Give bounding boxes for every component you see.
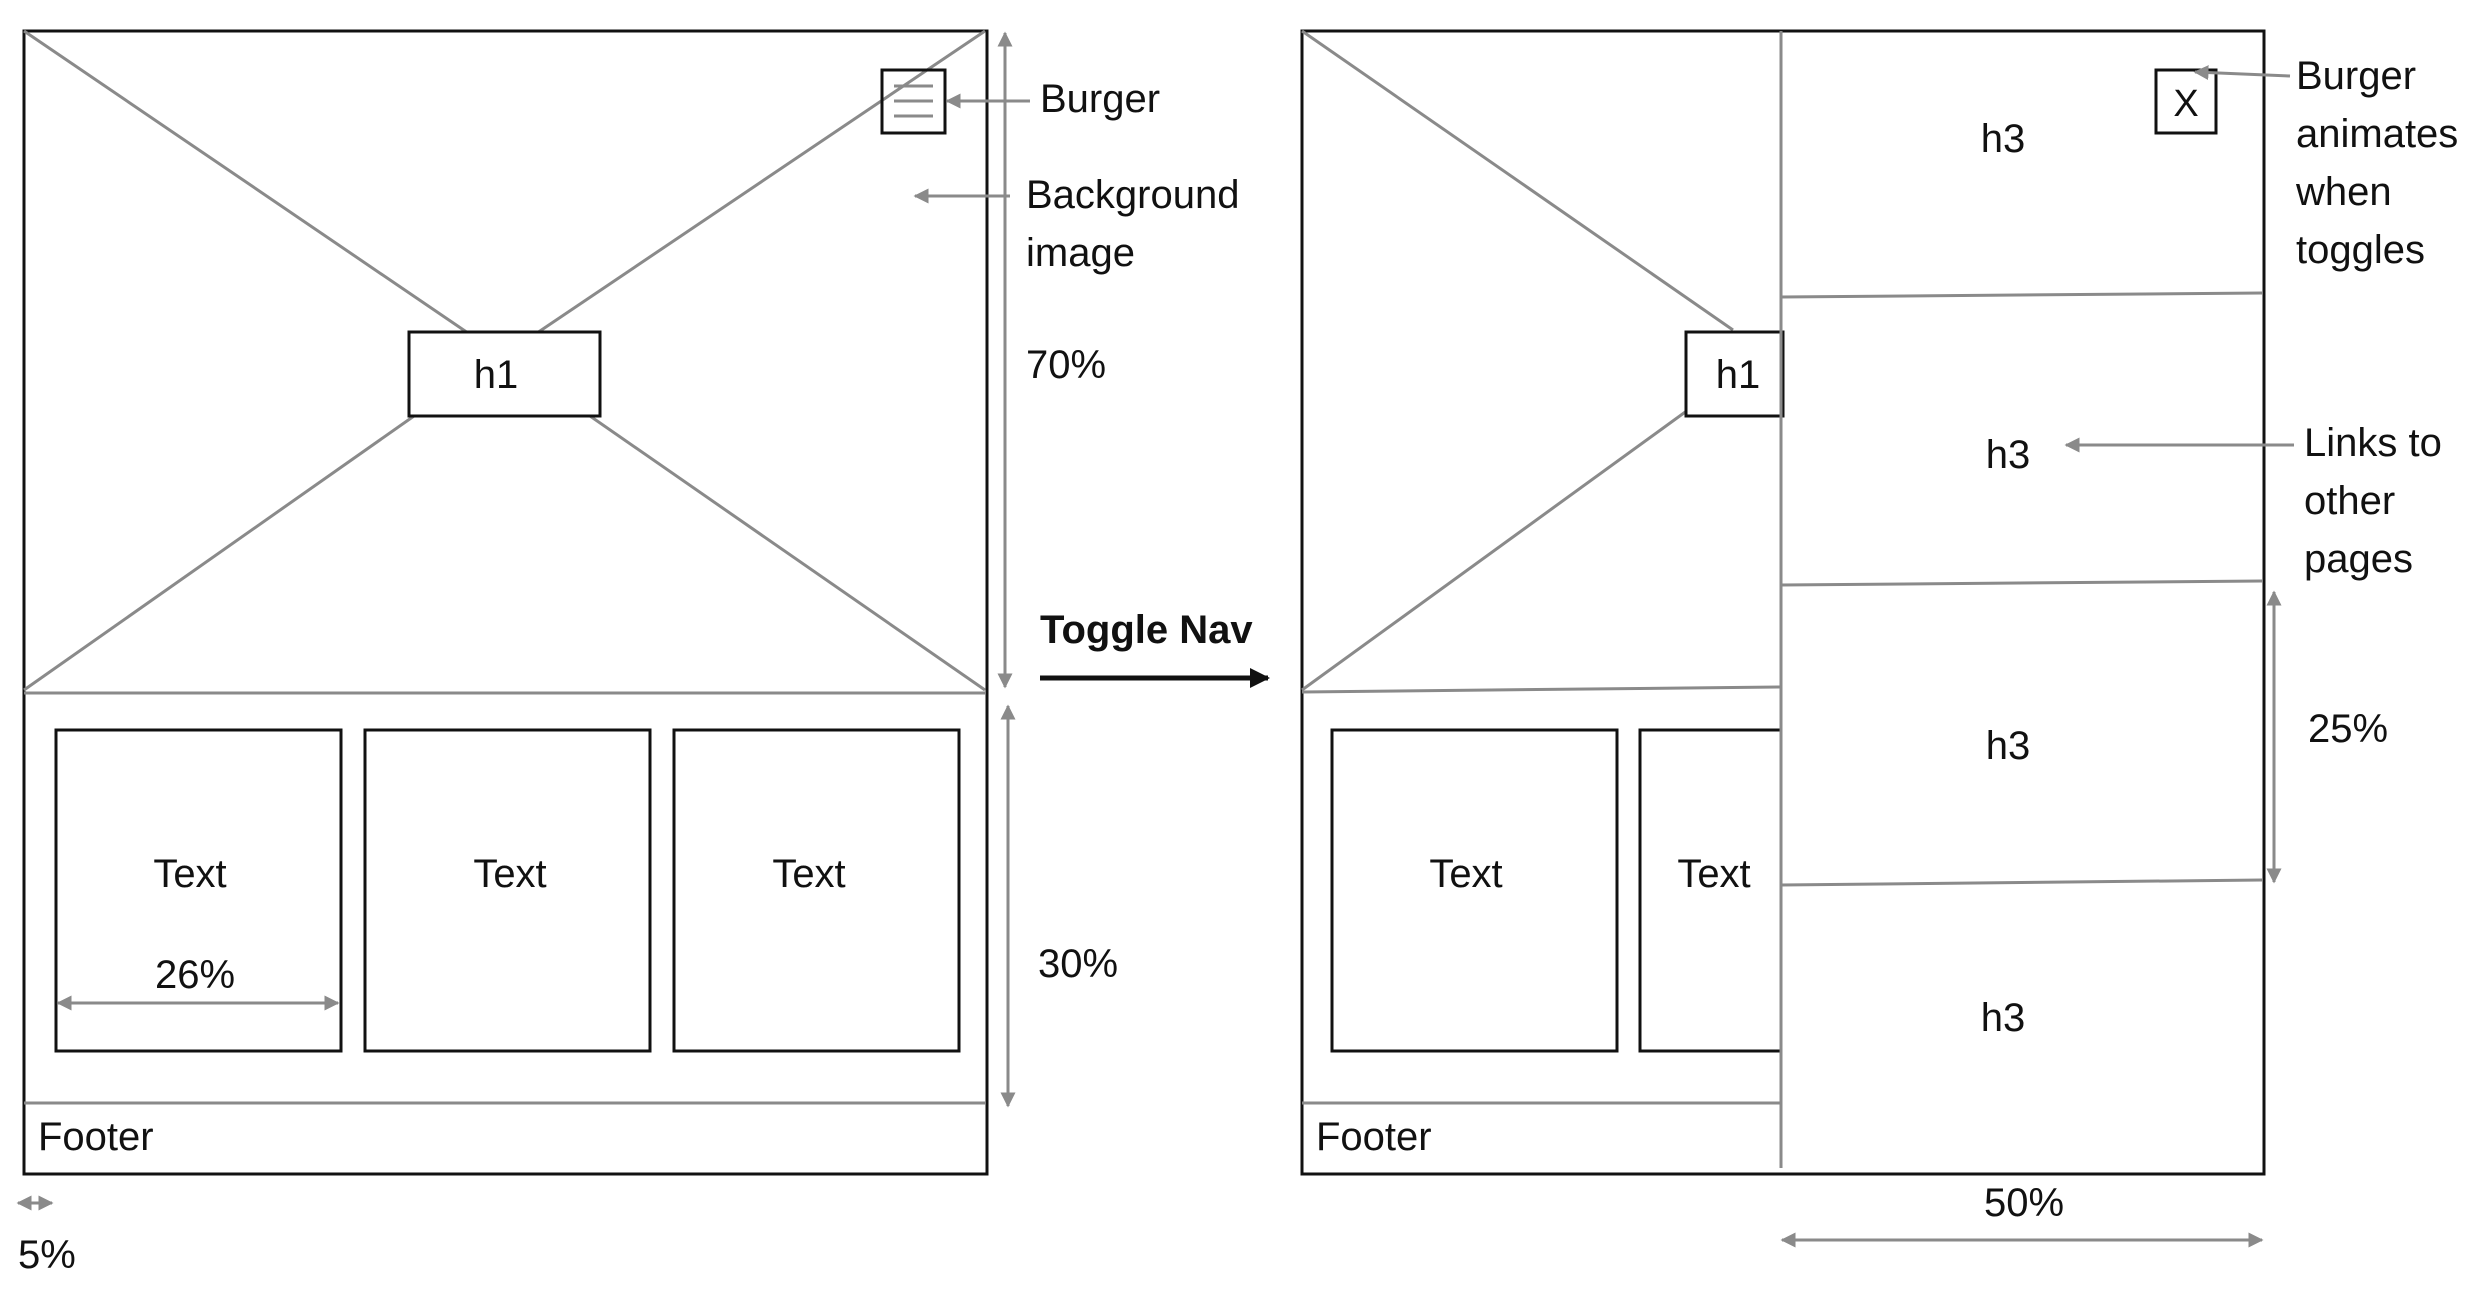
links-callout-line: other (2304, 479, 2395, 523)
background-callout-line: image (1026, 231, 1135, 275)
links-callout-line: pages (2304, 537, 2413, 581)
nav-link[interactable]: h3 (1986, 433, 2031, 477)
right-card-text: Text (1677, 852, 1750, 896)
left-image-diagonal (23, 29, 469, 335)
left-h1-box (407, 330, 602, 418)
links-callout-line: Links to (2304, 421, 2442, 465)
left-image-diagonal (23, 414, 415, 692)
svg-text:X: X (2173, 83, 2198, 125)
right-hero-divider (1301, 685, 1782, 694)
right-wireframe: h1 Text Text Footer h3 h3 h3 h3 X 50% (1300, 29, 2266, 1248)
left-card-text: Text (153, 852, 226, 896)
toggle-nav-transition: Toggle Nav (1040, 608, 1270, 688)
left-card (672, 728, 961, 1053)
nav-width-label: 50% (1984, 1181, 2064, 1225)
right-image-diagonal (1301, 408, 1689, 692)
left-card-text: Text (772, 852, 845, 896)
nav-link[interactable]: h3 (1986, 724, 2031, 768)
left-footer-label: Footer (38, 1115, 154, 1159)
right-card (1330, 728, 1619, 1053)
right-h1-box (1684, 330, 1785, 418)
burger-animates-line: when (2295, 170, 2392, 214)
left-frame (22, 29, 989, 1176)
close-icon[interactable]: X (2154, 68, 2218, 135)
nav-item-divider (1780, 291, 2263, 299)
margin-label: 5% (18, 1233, 76, 1277)
right-card-text: Text (1429, 852, 1502, 896)
left-wireframe: h1 Text Text Text 26% Footer 5% (16, 29, 989, 1277)
burger-animates-line: Burger (2296, 54, 2416, 98)
background-callout-line: Background (1026, 173, 1239, 217)
burger-animates-line: toggles (2296, 228, 2425, 272)
left-card (54, 728, 343, 1053)
right-h1-label: h1 (1716, 353, 1761, 397)
left-card (363, 728, 652, 1053)
burger-animates-arrow (2193, 65, 2291, 81)
nav-item-height-label: 25% (2308, 707, 2388, 751)
card-width-label: 26% (155, 953, 235, 997)
nav-item-divider (1780, 579, 2263, 587)
nav-link[interactable]: h3 (1981, 117, 2026, 161)
burger-animates-line: animates (2296, 112, 2458, 156)
burger-callout: Burger (1040, 77, 1160, 121)
right-callouts: Burger animates when toggles Links to ot… (2064, 54, 2458, 884)
burger-icon[interactable] (880, 68, 947, 135)
left-card-text: Text (473, 852, 546, 896)
left-callouts: Burger Background image 70% 30% (913, 31, 1239, 1108)
left-image-diagonal (589, 414, 986, 692)
nav-item-divider (1780, 878, 2263, 887)
toggle-nav-label: Toggle Nav (1040, 608, 1253, 652)
lower-height-label: 30% (1038, 942, 1118, 986)
nav-link[interactable]: h3 (1981, 996, 2026, 1040)
right-image-diagonal (1301, 29, 1734, 332)
right-frame (1300, 29, 2266, 1176)
hero-height-label: 70% (1026, 343, 1106, 387)
left-h1-label: h1 (474, 353, 519, 397)
right-footer-label: Footer (1316, 1115, 1432, 1159)
left-image-diagonal (536, 29, 986, 335)
